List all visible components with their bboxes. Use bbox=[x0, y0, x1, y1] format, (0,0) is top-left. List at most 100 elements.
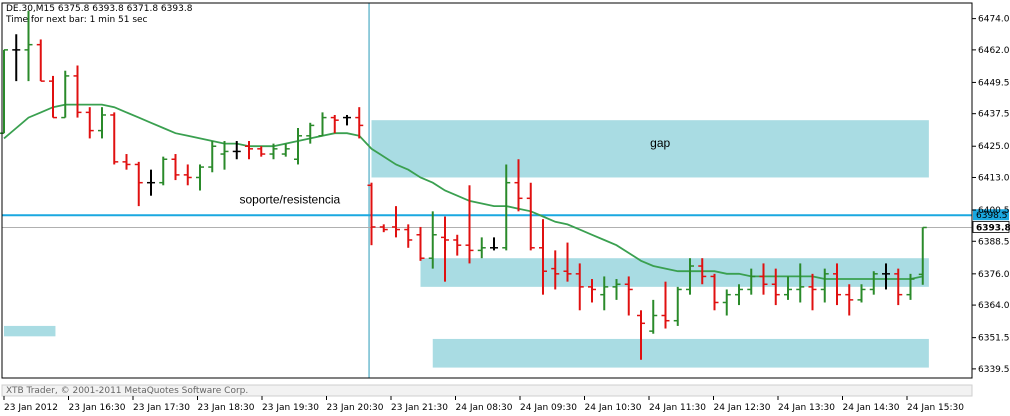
ohlc-bar bbox=[612, 279, 621, 300]
x-tick-label: 24 Jan 14:30 bbox=[843, 403, 900, 413]
x-tick-label: 23 Jan 19:30 bbox=[262, 403, 319, 413]
moving-average-line bbox=[3, 103, 923, 280]
zone-rect bbox=[371, 120, 929, 178]
ohlc-bar bbox=[392, 206, 400, 238]
x-tick-label: 23 Jan 17:30 bbox=[133, 403, 190, 413]
ohlc-bar bbox=[588, 279, 596, 303]
ohlc-bar bbox=[771, 268, 780, 306]
ohlc-bar bbox=[306, 122, 315, 144]
ohlc-bar bbox=[747, 268, 756, 295]
ohlc-bar bbox=[661, 281, 670, 329]
x-tick-label: 24 Jan 08:30 bbox=[456, 403, 513, 413]
ohlc-bar bbox=[698, 258, 707, 285]
ohlc-bar bbox=[845, 284, 854, 316]
ohlc-bars-layer bbox=[0, 10, 927, 360]
ohlc-bar bbox=[906, 273, 915, 300]
zone-rect bbox=[4, 325, 56, 337]
ohlc-bar bbox=[869, 271, 878, 295]
ohlc-bar bbox=[490, 237, 498, 251]
ohlc-bar bbox=[894, 268, 903, 306]
ohlc-bar bbox=[514, 159, 523, 212]
ohlc-bar bbox=[367, 182, 376, 246]
ohlc-bar bbox=[122, 154, 131, 170]
ohlc-bar bbox=[61, 70, 70, 119]
x-tick-label: 23 Jan 21:30 bbox=[391, 403, 448, 413]
ohlc-bar bbox=[441, 216, 449, 282]
x-tick-label: 24 Jan 10:30 bbox=[585, 403, 642, 413]
ohlc-bar bbox=[637, 310, 645, 360]
annotation-text: soporte/resistencia bbox=[240, 193, 341, 207]
ohlc-bar bbox=[833, 263, 841, 306]
ohlc-bar bbox=[147, 169, 155, 196]
ohlc-bar bbox=[563, 242, 572, 282]
ohlc-bar bbox=[159, 156, 168, 186]
ohlc-bar bbox=[857, 284, 866, 303]
ohlc-bar bbox=[882, 263, 890, 290]
ohlc-bar bbox=[453, 234, 462, 256]
ohlc-bar bbox=[600, 276, 609, 311]
zone-rect bbox=[420, 258, 929, 287]
ohlc-bar bbox=[318, 112, 327, 137]
ohlc-bar bbox=[428, 211, 437, 269]
moving-average-layer bbox=[3, 103, 923, 280]
symbol-info: DE.30,M15 6375.8 6393.8 6371.8 6393.8 bbox=[6, 4, 193, 14]
ohlc-bar bbox=[330, 114, 339, 134]
ohlc-bar bbox=[196, 164, 204, 191]
ohlc-bar bbox=[784, 276, 792, 300]
ohlc-bar bbox=[220, 141, 229, 170]
ohlc-bar bbox=[710, 273, 719, 311]
ohlc-bar bbox=[477, 237, 486, 259]
ohlc-bar bbox=[624, 276, 633, 316]
ohlc-bar bbox=[24, 10, 33, 82]
y-tick-label: 6413.0 bbox=[978, 173, 1010, 183]
y-tick-label: 6339.5 bbox=[978, 365, 1010, 375]
ohlc-bar bbox=[281, 143, 290, 157]
ohlc-bar bbox=[673, 286, 682, 326]
x-tick-label: 24 Jan 12:30 bbox=[714, 403, 771, 413]
zone-layer: gap bbox=[4, 120, 929, 368]
ohlc-bar bbox=[98, 107, 106, 139]
zone-rect bbox=[432, 338, 929, 368]
x-tick-label: 23 Jan 18:30 bbox=[198, 403, 255, 413]
ohlc-bar bbox=[232, 141, 241, 160]
footer-band bbox=[1, 384, 973, 397]
x-tick-label: 23 Jan 2012 bbox=[4, 403, 58, 413]
ohlc-bar bbox=[343, 114, 351, 126]
ohlc-bar bbox=[539, 219, 547, 295]
y-tick-label: 6474.0 bbox=[978, 15, 1010, 25]
ohlc-bar bbox=[759, 263, 768, 295]
ohlc-bar bbox=[526, 182, 535, 251]
zone-label: gap bbox=[650, 136, 670, 150]
annotation-layer: soporte/resistencia bbox=[240, 193, 341, 207]
copyright-text: XTB Trader, © 2001-2011 MetaQuotes Softw… bbox=[6, 386, 248, 396]
ohlc-bar bbox=[245, 141, 253, 160]
current-price-badge bbox=[972, 221, 1010, 233]
y-tick-label: 6449.5 bbox=[978, 78, 1010, 88]
y-tick-label: 6437.5 bbox=[978, 110, 1010, 120]
ohlc-bar bbox=[465, 185, 474, 264]
y-tick-label: 6400.5 bbox=[978, 206, 1010, 216]
ohlc-bar bbox=[355, 107, 364, 139]
plot-frame bbox=[1, 2, 973, 379]
ohlc-bar bbox=[12, 34, 21, 82]
ohlc-bar bbox=[208, 141, 217, 173]
ohlc-bar bbox=[49, 75, 57, 119]
ohlc-bar bbox=[551, 250, 560, 290]
ohlc-bar bbox=[294, 128, 302, 165]
ohlc-bar bbox=[722, 289, 731, 316]
level-price-label: 6398.5 bbox=[976, 211, 1008, 221]
ohlc-bar bbox=[686, 258, 694, 295]
ohlc-bar bbox=[183, 164, 192, 186]
y-tick-label: 6425.0 bbox=[978, 142, 1010, 152]
ohlc-bar bbox=[735, 284, 743, 306]
level-layer: 6398.5 6393.8 bbox=[2, 3, 1010, 378]
y-tick-label: 6376.0 bbox=[978, 270, 1010, 280]
x-tick-label: 23 Jan 16:30 bbox=[69, 403, 126, 413]
ohlc-bar bbox=[404, 224, 413, 248]
ohlc-bar bbox=[820, 268, 829, 303]
next-bar-timer: Time for next bar: 1 min 51 sec bbox=[5, 15, 148, 25]
ohlc-bar bbox=[379, 224, 388, 233]
